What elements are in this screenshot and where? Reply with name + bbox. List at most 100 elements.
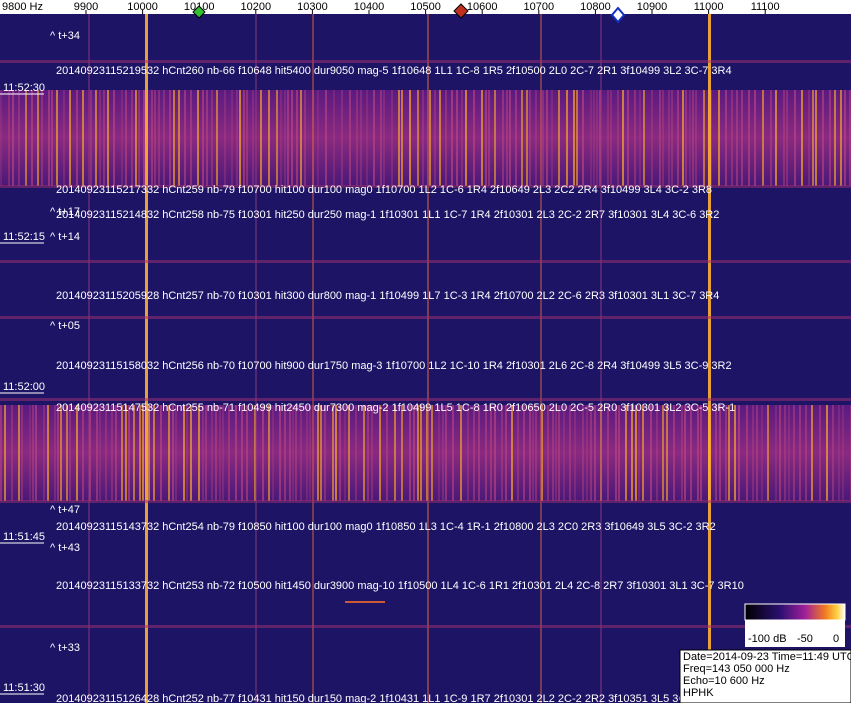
echo-streak (142, 405, 144, 501)
echo-streak (35, 405, 37, 501)
echo-streak (576, 90, 578, 186)
echo-streak (690, 405, 692, 501)
echo-streak (148, 405, 150, 501)
echo-streak (590, 90, 592, 186)
offset-label: ^ t+05 (50, 320, 80, 332)
echo-streak (815, 90, 817, 186)
echo-streak (96, 405, 98, 501)
echo-streak (99, 405, 101, 501)
frequency-tick-label: 11000 (694, 1, 724, 13)
echo-streak (666, 405, 668, 501)
echo-streak (115, 405, 117, 501)
echo-streak (725, 405, 727, 501)
time-label: 11:51:30 (3, 682, 45, 694)
echo-streak (617, 90, 619, 186)
echo-streak (692, 90, 694, 186)
echo-streak (51, 90, 53, 186)
echo-streak (501, 405, 503, 501)
echo-streak (216, 90, 218, 186)
echo-streak (467, 405, 469, 501)
carrier-line (145, 14, 148, 703)
echo-streak (198, 405, 200, 501)
echo-streak (849, 90, 851, 186)
info-box (679, 649, 851, 703)
echo-streak (113, 90, 115, 186)
echo-streak (356, 90, 358, 186)
echo-streak (333, 90, 335, 186)
echo-streak (279, 405, 281, 501)
echo-streak (505, 405, 507, 501)
spectrogram (0, 14, 851, 703)
echo-streak (82, 405, 84, 501)
echo-streak (625, 405, 627, 501)
echo-streak (138, 90, 140, 186)
echo-streak (292, 405, 294, 501)
echo-streak (401, 405, 403, 501)
echo-streak (246, 405, 248, 501)
echo-streak (532, 405, 534, 501)
echo-streak (461, 90, 463, 186)
echo-streak (509, 90, 511, 186)
echo-streak (57, 405, 59, 501)
echo-streak (363, 405, 365, 501)
echo-streak (29, 405, 31, 501)
echo-streak (344, 405, 346, 501)
frequency-axis-bar (0, 0, 851, 14)
colorbar-label: -50 (797, 633, 813, 645)
offset-label: ^ t+47 (50, 504, 80, 516)
echo-streak (205, 405, 207, 501)
detection-line: 20140923115143732 hCnt254 nb-79 f10850 h… (56, 521, 716, 533)
echo-streak (133, 405, 135, 501)
echo-streak (642, 405, 644, 501)
echo-streak (502, 90, 504, 186)
echo-streak (291, 90, 293, 186)
echo-streak (725, 90, 727, 186)
echo-streak (360, 90, 362, 186)
echo-streak (786, 90, 788, 186)
echo-streak (18, 405, 20, 501)
echo-streak (808, 90, 810, 186)
carrier-line (88, 14, 90, 703)
frequency-tick-label: 10300 (297, 1, 328, 13)
echo-streak (838, 405, 840, 501)
echo-streak (558, 90, 560, 186)
echo-streak (32, 405, 34, 501)
echo-streak (76, 405, 78, 501)
colorbar-label-bg (745, 620, 845, 647)
echo-streak (552, 405, 554, 501)
echo-streak (0, 405, 2, 501)
echo-streak (260, 90, 262, 186)
echo-streak (241, 405, 243, 501)
echo-streak (89, 405, 91, 501)
echo-streak (151, 90, 153, 186)
time-label: 11:52:30 (3, 82, 45, 94)
echo-streak (615, 405, 617, 501)
echo-streak (668, 90, 670, 186)
echo-streak (728, 405, 730, 501)
echo-streak (219, 405, 221, 501)
echo-streak (355, 405, 357, 501)
info-line: Echo=10 600 Hz (683, 675, 765, 687)
echo-streak (222, 405, 224, 501)
echo-streak (718, 90, 720, 186)
echo-streak (111, 405, 113, 501)
echo-streak (56, 90, 58, 186)
echo-streak (172, 405, 174, 501)
echo-streak (268, 405, 270, 501)
noise-row (0, 625, 851, 628)
echo-streak (673, 405, 675, 501)
echo-streak (569, 405, 571, 501)
echo-streak (304, 90, 306, 186)
echo-streak (618, 405, 620, 501)
echo-streak (284, 405, 286, 501)
echo-streak (488, 90, 490, 186)
echo-streak (794, 90, 796, 186)
echo-streak (779, 405, 781, 501)
echo-streak (490, 405, 492, 501)
echo-streak (731, 90, 733, 186)
echo-streak (125, 90, 127, 186)
echo-streak (635, 405, 637, 501)
echo-streak (76, 90, 78, 186)
info-line: Freq=143 050 000 Hz (683, 663, 790, 675)
